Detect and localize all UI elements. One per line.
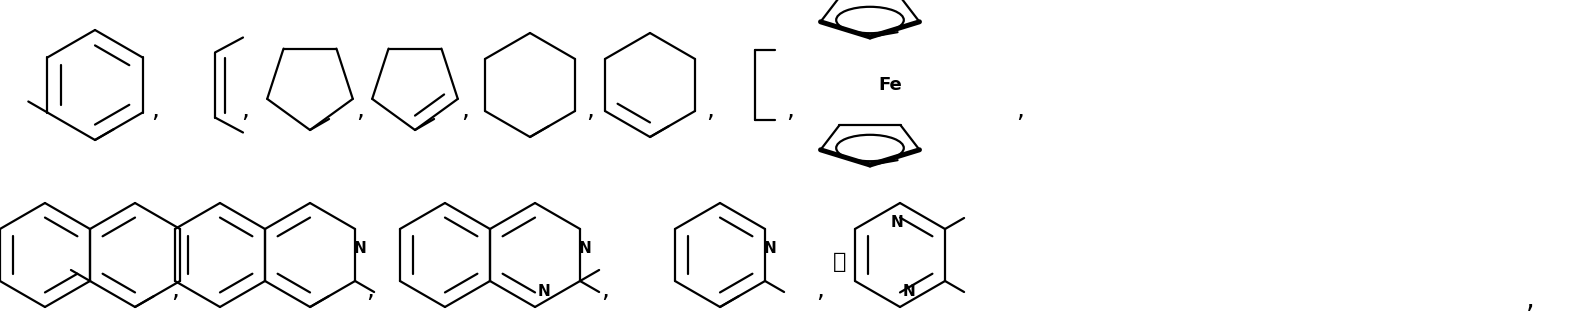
Text: ,: ,	[460, 98, 468, 122]
Text: Fe: Fe	[878, 76, 902, 94]
Text: ,: ,	[150, 98, 160, 122]
Text: ,: ,	[240, 98, 248, 122]
Text: ,: ,	[1525, 286, 1535, 314]
Text: ,: ,	[585, 98, 593, 122]
Text: ,: ,	[706, 98, 713, 122]
Text: 或: 或	[834, 252, 846, 272]
Text: N: N	[764, 241, 777, 256]
Text: ,: ,	[786, 98, 794, 122]
Text: N: N	[579, 241, 592, 256]
Text: ,: ,	[365, 278, 373, 302]
Text: ,: ,	[601, 278, 609, 302]
Text: N: N	[891, 215, 903, 230]
Text: ,: ,	[816, 278, 824, 302]
Text: N: N	[903, 284, 916, 299]
Text: N: N	[354, 241, 367, 256]
Text: ,: ,	[171, 278, 179, 302]
Text: ,: ,	[356, 98, 364, 122]
Text: N: N	[538, 284, 551, 299]
Text: ,: ,	[1016, 98, 1024, 122]
